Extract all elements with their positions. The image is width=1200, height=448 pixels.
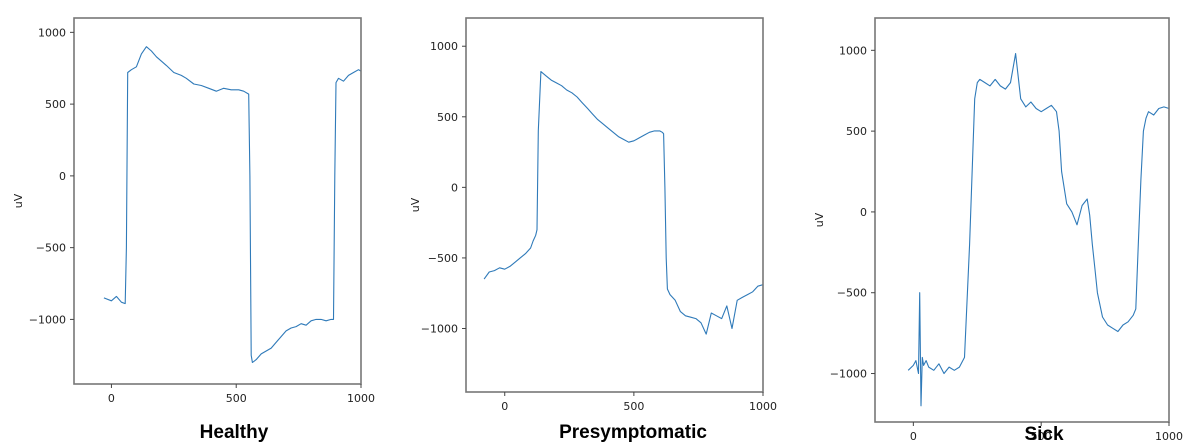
plot-frame	[73, 17, 362, 385]
y-tick-label: 500	[846, 125, 867, 138]
chart-title: Presymptomatic	[559, 422, 707, 443]
y-tick-label: 0	[59, 170, 66, 183]
x-tick-label: 1000	[749, 400, 777, 413]
series-line	[907, 53, 1170, 407]
plot-frame	[874, 17, 1170, 423]
y-tick-label: −1000	[29, 313, 66, 326]
y-tick-label: −500	[837, 287, 867, 300]
x-tick-label: 0	[501, 400, 508, 413]
chart-title: Sick	[1024, 424, 1064, 445]
y-tick-label: −1000	[421, 322, 458, 335]
series-line	[483, 71, 764, 335]
x-tick-label: 500	[1031, 430, 1052, 443]
y-axis-label: uV	[12, 193, 25, 208]
plot-frame	[465, 17, 764, 393]
x-tick-label: 500	[226, 392, 247, 405]
y-tick-label: 1000	[839, 44, 867, 57]
series-line	[103, 46, 362, 364]
x-tick-label: 0	[108, 392, 115, 405]
x-tick-label: 500	[623, 400, 644, 413]
y-axis-label: uV	[813, 212, 826, 227]
y-tick-label: −500	[428, 252, 458, 265]
y-tick-label: −1000	[830, 368, 867, 381]
y-tick-label: 500	[437, 111, 458, 124]
x-tick-label: 0	[910, 430, 917, 443]
x-tick-label: 1000	[347, 392, 375, 405]
x-tick-label: 1000	[1155, 430, 1183, 443]
chart-panel-healthy: 0 500 1000 −1000 −500 0 500 1000 uV Healthy	[12, 17, 375, 443]
y-tick-label: −500	[36, 242, 66, 255]
y-tick-label: 1000	[38, 26, 66, 39]
chart-panel-sick: 0 500 1000 −1000 −500 0 500 1000 uV Sick	[813, 17, 1183, 445]
y-tick-label: 0	[451, 181, 458, 194]
chart-title: Healthy	[200, 422, 269, 443]
y-axis-label: uV	[409, 197, 422, 212]
chart-panel-presymptomatic: 0 500 1000 −1000 −500 0 500 1000 uV Presymptomati…	[409, 17, 777, 443]
y-tick-label: 500	[45, 98, 66, 111]
y-tick-label: 1000	[430, 40, 458, 53]
y-tick-label: 0	[860, 206, 867, 219]
